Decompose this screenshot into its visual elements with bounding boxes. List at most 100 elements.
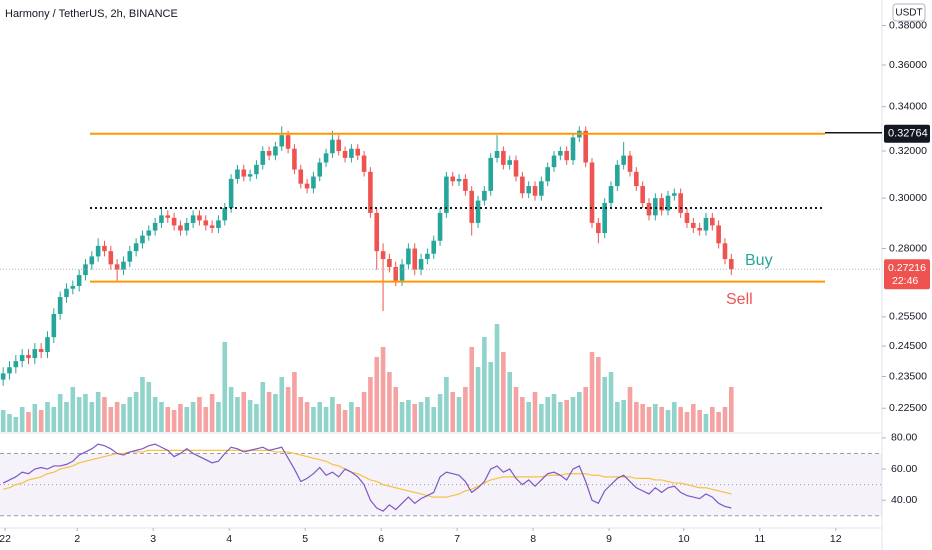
candle-body bbox=[228, 178, 234, 208]
volume-bar bbox=[178, 404, 183, 432]
volume-bar bbox=[691, 404, 696, 432]
volume-bar bbox=[19, 407, 25, 432]
y-tick-label: 0.22500 bbox=[889, 402, 927, 414]
last-price-label: 0.27216 bbox=[888, 262, 926, 274]
candle-body bbox=[64, 288, 69, 298]
volume-bar bbox=[602, 377, 607, 432]
volume-bar bbox=[722, 407, 728, 432]
volume-bar bbox=[678, 407, 683, 432]
volume-bar bbox=[469, 347, 475, 432]
y-tick-label: 0.28000 bbox=[889, 242, 927, 254]
volume-bar bbox=[380, 347, 386, 432]
volume-bar bbox=[513, 387, 519, 432]
volume-bar bbox=[374, 357, 380, 432]
candle-body bbox=[463, 178, 468, 191]
volume-bar bbox=[368, 377, 373, 432]
volume-bar bbox=[425, 397, 430, 432]
volume-bar bbox=[539, 404, 544, 432]
volume-bar bbox=[342, 410, 348, 432]
volume-bar bbox=[444, 377, 449, 432]
candle-body bbox=[406, 248, 411, 265]
candle-body bbox=[684, 212, 690, 223]
volume-bar bbox=[266, 392, 272, 432]
volume-bar bbox=[228, 387, 234, 432]
candle-body bbox=[545, 167, 550, 182]
volume-bar bbox=[83, 394, 88, 432]
volume-bar bbox=[589, 352, 595, 432]
candle-body bbox=[292, 148, 297, 170]
candle-body bbox=[165, 215, 171, 218]
volume-bar bbox=[640, 404, 645, 432]
candle-body bbox=[589, 162, 595, 223]
candle-body bbox=[102, 245, 107, 252]
volume-bar bbox=[482, 337, 487, 432]
volume-bar bbox=[127, 397, 133, 432]
candle-body bbox=[513, 160, 519, 177]
volume-bar bbox=[216, 402, 221, 432]
volume-bar bbox=[551, 394, 557, 432]
volume-bar bbox=[545, 397, 550, 432]
candle-body bbox=[26, 355, 31, 359]
volume-bar bbox=[697, 410, 702, 432]
candle-body bbox=[532, 186, 538, 196]
candle-body bbox=[621, 155, 626, 165]
volume-bar bbox=[51, 407, 57, 432]
volume-bar bbox=[399, 402, 405, 432]
candle-body bbox=[488, 157, 494, 191]
candle-body bbox=[95, 245, 101, 257]
volume-bar bbox=[684, 412, 690, 432]
volume-bar bbox=[336, 404, 342, 432]
volume-bar bbox=[323, 407, 329, 432]
volume-bar bbox=[285, 387, 291, 432]
candle-body bbox=[108, 251, 114, 265]
volume-bar bbox=[235, 397, 240, 432]
candle-body bbox=[678, 193, 683, 213]
candle-body bbox=[57, 297, 63, 314]
volume-bar bbox=[273, 394, 278, 432]
candle-body bbox=[235, 169, 240, 179]
candle-body bbox=[89, 256, 95, 265]
candle-body bbox=[32, 349, 38, 359]
volume-bar bbox=[418, 402, 424, 432]
volume-bar bbox=[577, 392, 582, 432]
annotation: Buy bbox=[745, 252, 773, 269]
volume-bar bbox=[703, 414, 709, 432]
volume-bar bbox=[292, 372, 297, 432]
candle-body bbox=[558, 151, 563, 156]
volume-bar bbox=[317, 402, 323, 432]
candle-body bbox=[241, 169, 247, 177]
level-tag-label: 0.32764 bbox=[888, 128, 928, 140]
volume-bar bbox=[140, 377, 145, 432]
candle-body bbox=[374, 212, 380, 252]
candle-body bbox=[729, 259, 734, 270]
candle-body bbox=[596, 222, 601, 234]
candle-body bbox=[355, 148, 361, 156]
volume-bar bbox=[475, 367, 481, 432]
volume-bar bbox=[209, 394, 215, 432]
x-tick-label: 2 bbox=[74, 533, 80, 545]
candle-body bbox=[672, 193, 677, 196]
candle-body bbox=[361, 155, 367, 172]
candle-body bbox=[450, 176, 456, 182]
volume-bar bbox=[665, 410, 671, 432]
volume-bar bbox=[729, 387, 734, 432]
volume-bar bbox=[26, 412, 31, 432]
volume-bar bbox=[672, 402, 677, 432]
annotation: Sell bbox=[726, 291, 753, 308]
volume-bar bbox=[507, 372, 512, 432]
volume-bar bbox=[583, 387, 588, 432]
volume-bar bbox=[627, 387, 633, 432]
candle-body bbox=[285, 135, 291, 149]
candle-body bbox=[38, 349, 44, 353]
volume-bar bbox=[494, 324, 500, 432]
candle-body bbox=[216, 220, 221, 228]
currency-label: USDT bbox=[895, 8, 922, 19]
candle-body bbox=[178, 225, 183, 231]
x-tick-label: 6 bbox=[378, 533, 384, 545]
candle-body bbox=[444, 176, 449, 213]
y-tick-label: 0.23500 bbox=[889, 370, 927, 382]
candle-body bbox=[146, 230, 152, 236]
volume-bar bbox=[393, 387, 399, 432]
candle-body bbox=[19, 355, 25, 362]
candle-body bbox=[336, 139, 342, 152]
